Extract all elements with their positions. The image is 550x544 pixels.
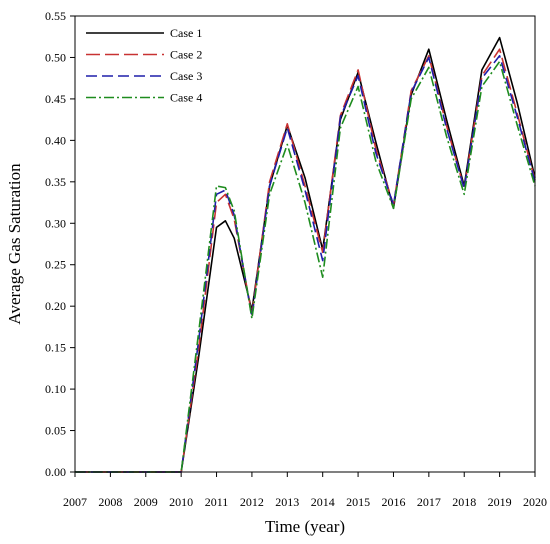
x-tick-label: 2010 [169,495,193,509]
y-tick-label: 0.50 [45,50,66,64]
x-tick-label: 2018 [452,495,476,509]
x-tick-label: 2020 [523,495,547,509]
y-tick-label: 0.15 [45,341,66,355]
x-axis-ticks: 2007 2008 2009 2010 2011 2012 2013 2014 2015 2016… [63,472,547,509]
y-tick-label: 0.35 [45,175,66,189]
x-tick-label: 2015 [346,495,370,509]
y-tick-label: 0.00 [45,465,66,479]
y-tick-label: 0.55 [45,9,66,23]
legend: Case 1 Case 2 Case 3 Case 4 [86,26,202,105]
series-line-case-1 [75,36,536,473]
y-tick-label: 0.20 [45,299,66,313]
series-line-case-2 [75,48,536,473]
y-axis-title: Average Gas Saturation [5,163,24,325]
x-tick-label: 2009 [134,495,158,509]
x-tick-label: 2012 [240,495,264,509]
x-tick-label: 2013 [275,495,299,509]
legend-label-case-3: Case 3 [170,69,202,83]
y-tick-label: 0.40 [45,133,66,147]
y-tick-label: 0.30 [45,216,66,230]
x-tick-label: 2008 [98,495,122,509]
series-line-case-3 [75,55,536,473]
y-tick-label: 0.45 [45,92,66,106]
legend-label-case-2: Case 2 [170,48,202,62]
y-tick-label: 0.05 [45,424,66,438]
plot-frame [74,15,536,473]
y-axis-ticks: 0.00 0.05 0.10 0.15 0.20 0.25 0.30 0.35 0.40 0.45… [45,9,75,479]
x-tick-label: 2016 [381,495,405,509]
series-line-case-4 [75,60,536,473]
legend-label-case-4: Case 4 [170,91,202,105]
series-layer [75,36,536,473]
x-tick-label: 2007 [63,495,87,509]
x-tick-label: 2019 [488,495,512,509]
x-tick-label: 2014 [311,495,335,509]
x-tick-label: 2011 [205,495,229,509]
legend-label-case-1: Case 1 [170,26,202,40]
y-tick-label: 0.10 [45,382,66,396]
x-axis-title: Time (year) [265,517,345,536]
x-tick-label: 2017 [417,495,441,509]
y-tick-label: 0.25 [45,258,66,272]
